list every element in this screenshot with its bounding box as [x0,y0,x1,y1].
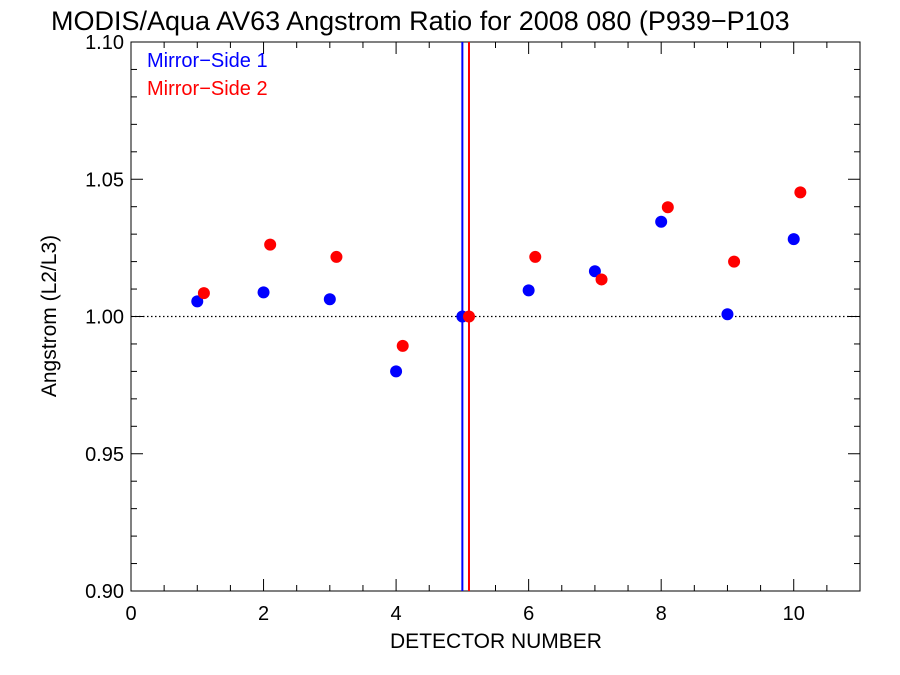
series-1-point [257,286,270,299]
series-2-point [661,201,674,214]
legend-item-mirror-side-1: Mirror−Side 1 [147,50,268,72]
series-2-point [728,255,741,268]
series-2-point [462,310,475,323]
y-tick-label: 1.05 [85,169,124,191]
x-tick-label: 8 [656,603,667,625]
series-2-point [595,273,608,286]
series-1-point [323,293,336,306]
x-tick-label: 6 [523,603,534,625]
legend-item-mirror-side-2: Mirror−Side 2 [147,78,268,100]
y-tick-label: 1.10 [85,32,124,54]
data-points [191,186,807,378]
y-tick-label: 0.90 [85,581,124,603]
x-tick-label: 10 [783,603,805,625]
x-tick-label: 0 [125,603,136,625]
x-tick-label: 4 [391,603,402,625]
series-2-point [264,238,277,251]
series-1-point [787,233,800,246]
series-1-point [522,284,535,297]
series-1-point [588,265,601,278]
series-1-point [390,365,403,378]
x-tick-label: 2 [258,603,269,625]
y-axis-label: Angstrom (L2/L3) [38,235,61,397]
x-axis-label: DETECTOR NUMBER [390,630,602,653]
series-2-point [794,186,807,199]
legend: Mirror−Side 1 Mirror−Side 2 [147,50,268,100]
series-1-point [191,295,204,308]
y-tick-label: 0.95 [85,444,124,466]
y-tick-label: 1.00 [85,307,124,329]
series-2-point [396,339,409,352]
series-2-point [330,250,343,263]
series-2-point [197,287,210,300]
chart-title: MODIS/Aqua AV63 Angstrom Ratio for 2008 … [51,6,790,36]
series-1-point [721,308,734,321]
tick-labels: 0 2 4 6 8 10 0.90 0.95 1.00 1.05 1.10 [85,32,805,625]
series-1-point [655,215,668,228]
series-2-point [529,250,542,263]
